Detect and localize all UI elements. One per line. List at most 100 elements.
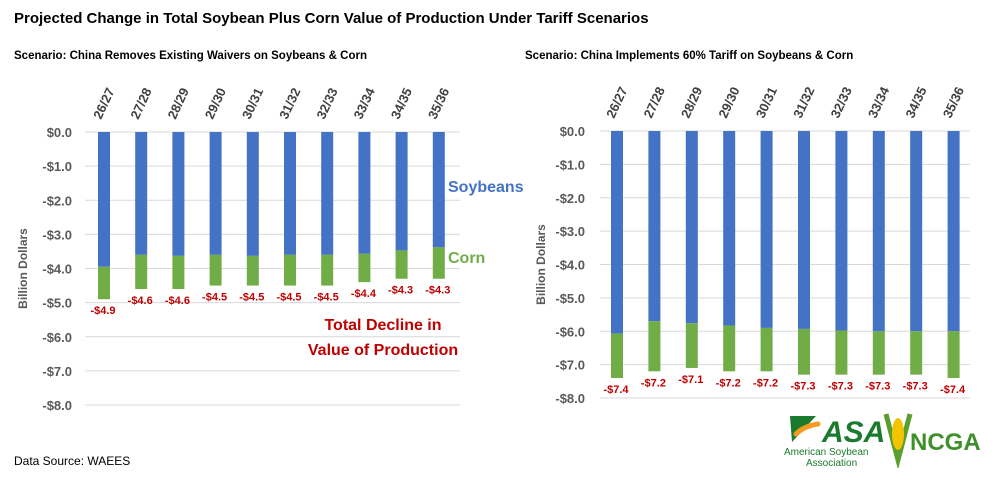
y-tick-label: $0.0 bbox=[47, 125, 72, 140]
svg-text:American Soybean: American Soybean bbox=[784, 447, 869, 458]
total-data-label: -$7.2 bbox=[753, 377, 778, 389]
asa-logo: ASA American Soybean Association bbox=[782, 408, 887, 470]
total-data-label: -$4.5 bbox=[239, 292, 264, 304]
total-decline-annotation: Value of Production bbox=[308, 342, 458, 359]
left-chart-subtitle: Scenario: China Removes Existing Waivers… bbox=[14, 50, 367, 62]
corn-bar bbox=[395, 250, 408, 279]
corn-bar bbox=[358, 253, 371, 283]
corn-bar bbox=[648, 321, 661, 372]
ncga-logo: NCGA bbox=[880, 410, 995, 470]
y-tick-label: -$6.0 bbox=[555, 324, 585, 339]
total-data-label: -$7.2 bbox=[641, 377, 666, 389]
svg-text:ASA: ASA bbox=[821, 416, 885, 449]
soybeans-bar bbox=[321, 132, 334, 255]
total-data-label: -$7.3 bbox=[828, 381, 853, 393]
y-tick-label: $0.0 bbox=[560, 124, 585, 139]
total-data-label: -$4.3 bbox=[425, 285, 450, 297]
corn-bar bbox=[872, 331, 885, 375]
y-tick-label: -$7.0 bbox=[555, 358, 585, 373]
soybeans-bar bbox=[98, 132, 110, 267]
x-tick-label: 33/34 bbox=[865, 84, 893, 121]
total-data-label: -$4.5 bbox=[202, 292, 227, 304]
total-data-label: -$7.1 bbox=[678, 374, 703, 386]
soybeans-bar bbox=[723, 131, 736, 326]
x-tick-label: 27/28 bbox=[641, 84, 668, 120]
x-tick-label: 32/33 bbox=[828, 84, 855, 120]
y-tick-label: -$4.0 bbox=[555, 258, 585, 273]
corn-bar bbox=[284, 254, 296, 286]
y-tick-label: -$8.0 bbox=[42, 398, 72, 413]
total-data-label: -$4.3 bbox=[388, 285, 413, 297]
x-tick-label: 34/35 bbox=[902, 84, 929, 120]
x-tick-label: 33/34 bbox=[351, 85, 379, 122]
soybeans-bar bbox=[835, 131, 848, 331]
y-axis-label: Billion Dollars bbox=[534, 224, 548, 305]
soybeans-bar bbox=[209, 132, 222, 255]
total-data-label: -$4.5 bbox=[314, 292, 339, 304]
x-tick-label: 26/27 bbox=[90, 85, 117, 121]
y-axis-label: Billion Dollars bbox=[16, 228, 30, 309]
y-tick-label: -$1.0 bbox=[42, 159, 72, 174]
soybeans-bar bbox=[872, 131, 885, 332]
total-data-label: -$4.4 bbox=[351, 288, 377, 300]
soybeans-bar bbox=[246, 132, 259, 256]
y-tick-label: -$1.0 bbox=[555, 157, 585, 172]
corn-series-label: Corn bbox=[448, 250, 485, 267]
soybeans-bar bbox=[798, 131, 810, 329]
corn-bar bbox=[835, 330, 848, 375]
corn-bar bbox=[760, 327, 773, 372]
y-tick-label: -$3.0 bbox=[42, 227, 72, 242]
total-decline-annotation: Total Decline in bbox=[324, 317, 441, 334]
y-tick-label: -$4.0 bbox=[42, 262, 72, 277]
x-tick-label: 26/27 bbox=[603, 84, 630, 120]
corn-bar bbox=[246, 255, 259, 286]
total-data-label: -$4.6 bbox=[128, 295, 153, 307]
corn-bar bbox=[209, 254, 222, 286]
x-tick-label: 35/36 bbox=[940, 84, 967, 120]
soybeans-bar bbox=[648, 131, 661, 322]
soybeans-bar bbox=[910, 131, 923, 332]
soybeans-series-label: Soybeans bbox=[448, 179, 524, 196]
figure-title: Projected Change in Total Soybean Plus C… bbox=[14, 10, 649, 27]
soybeans-bar bbox=[172, 132, 185, 256]
corn-bar bbox=[98, 266, 110, 300]
y-tick-label: -$2.0 bbox=[42, 193, 72, 208]
x-tick-label: 35/36 bbox=[425, 85, 452, 121]
soybeans-bar bbox=[432, 132, 445, 248]
x-tick-label: 28/29 bbox=[678, 84, 705, 120]
corn-bar bbox=[321, 254, 334, 286]
soybeans-bar bbox=[760, 131, 773, 328]
total-data-label: -$4.5 bbox=[276, 292, 301, 304]
y-tick-label: -$6.0 bbox=[42, 330, 72, 345]
total-data-label: -$7.4 bbox=[940, 384, 966, 396]
x-tick-label: 28/29 bbox=[165, 85, 192, 121]
total-data-label: -$4.6 bbox=[165, 295, 190, 307]
corn-bar bbox=[910, 331, 923, 375]
x-tick-label: 29/30 bbox=[202, 85, 229, 121]
soybeans-bar bbox=[284, 132, 296, 255]
y-tick-label: -$5.0 bbox=[555, 291, 585, 306]
total-data-label: -$7.2 bbox=[716, 377, 741, 389]
total-data-label: -$7.4 bbox=[603, 384, 629, 396]
corn-bar bbox=[172, 255, 185, 289]
soybeans-bar bbox=[135, 132, 148, 255]
total-data-label: -$7.3 bbox=[865, 381, 890, 393]
total-data-label: -$7.3 bbox=[790, 381, 815, 393]
corn-bar bbox=[135, 254, 148, 289]
svg-text:NCGA: NCGA bbox=[910, 429, 981, 456]
y-tick-label: -$3.0 bbox=[555, 224, 585, 239]
soybeans-bar bbox=[947, 131, 960, 332]
y-tick-label: -$8.0 bbox=[555, 391, 585, 406]
corn-bar bbox=[723, 325, 736, 372]
soybeans-bar bbox=[611, 131, 623, 334]
x-tick-label: 32/33 bbox=[313, 85, 340, 121]
total-data-label: -$7.3 bbox=[903, 381, 928, 393]
soybeans-bar bbox=[358, 132, 371, 254]
data-source: Data Source: WAEES bbox=[14, 454, 131, 468]
right-chart-subtitle: Scenario: China Implements 60% Tariff on… bbox=[525, 50, 854, 62]
y-tick-label: -$2.0 bbox=[555, 191, 585, 206]
y-tick-label: -$5.0 bbox=[42, 296, 72, 311]
x-tick-label: 34/35 bbox=[388, 85, 415, 121]
